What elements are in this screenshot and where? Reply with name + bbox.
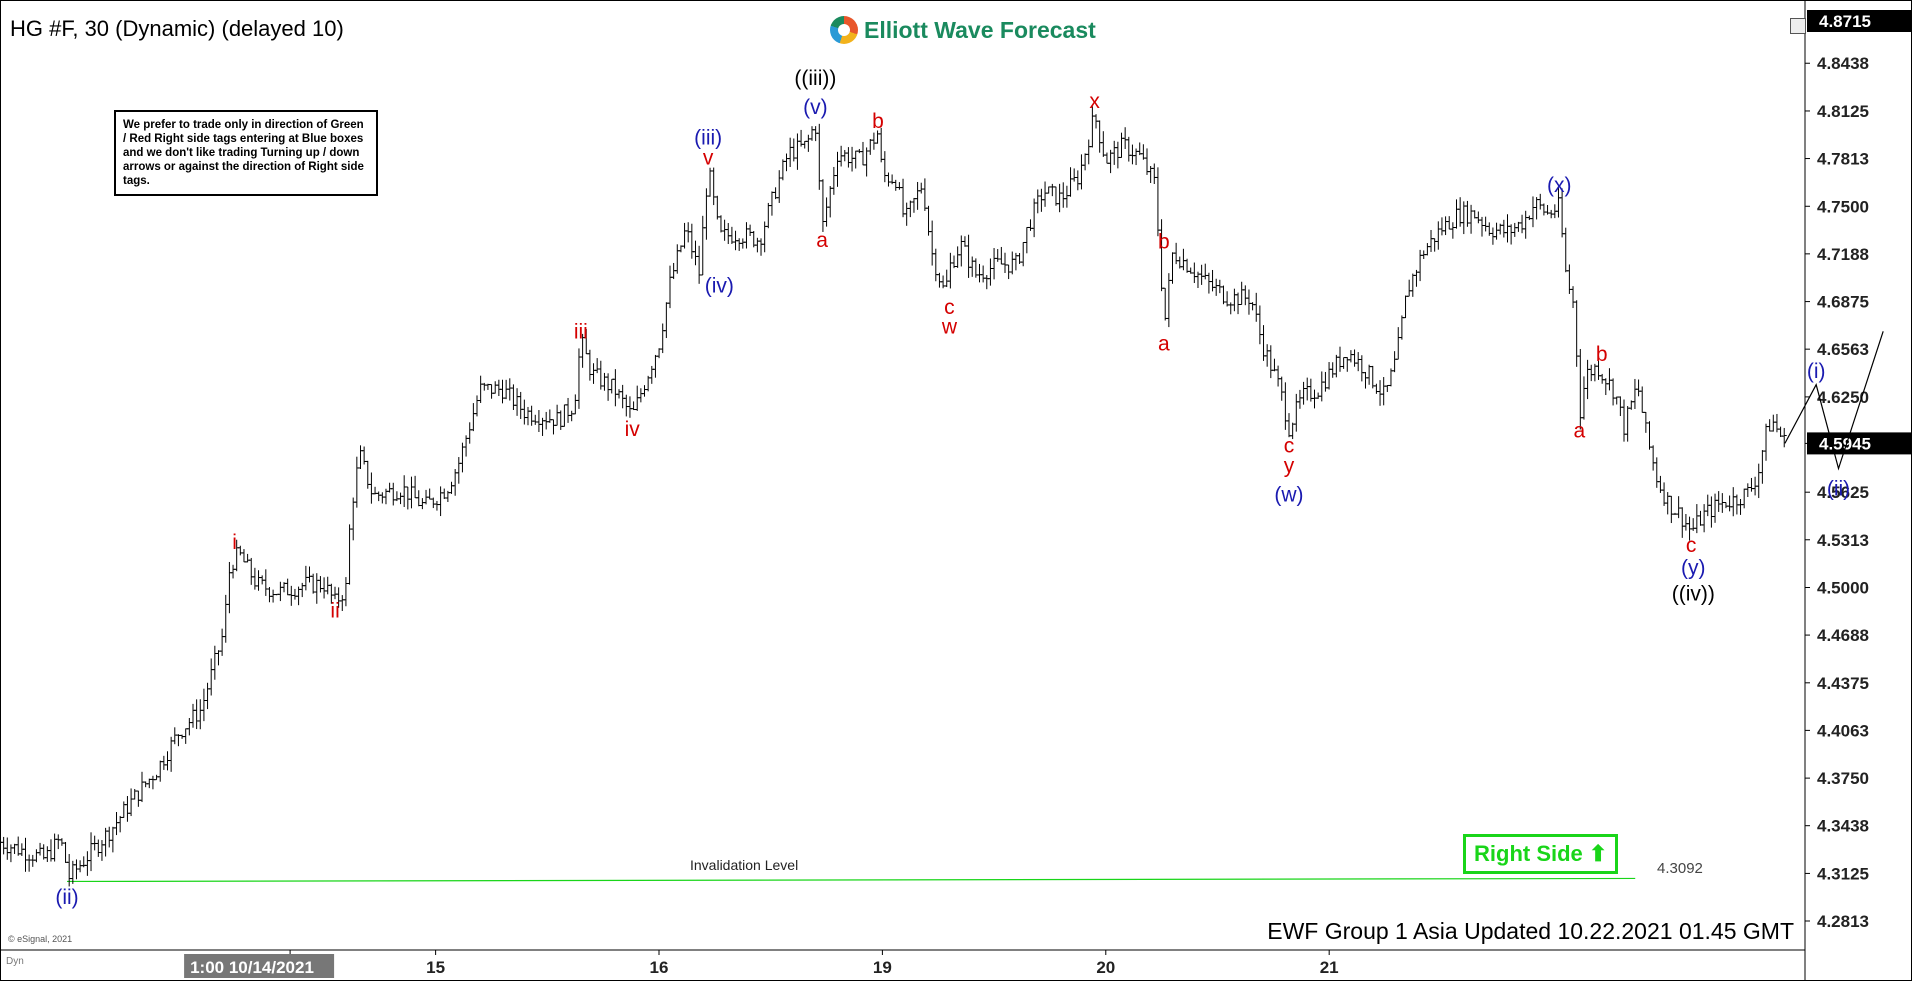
y-tick-label: 4.4063 bbox=[1817, 721, 1869, 740]
logo-icon bbox=[830, 16, 858, 44]
x-tick-label: 21 bbox=[1320, 958, 1339, 977]
x-cursor-badge bbox=[184, 954, 335, 978]
y-tick-label: 4.7813 bbox=[1817, 150, 1869, 169]
y-tick-label: 4.7188 bbox=[1817, 245, 1869, 264]
right-side-label: Right Side bbox=[1474, 841, 1583, 866]
logo: Elliott Wave Forecast bbox=[830, 16, 1096, 44]
wave-label: ((iv)) bbox=[1672, 583, 1715, 606]
x-tick-label: 20 bbox=[1096, 958, 1115, 977]
wave-label: w bbox=[941, 316, 958, 339]
y-tick-label: 4.4375 bbox=[1817, 674, 1869, 693]
invalidation-line bbox=[67, 877, 1636, 883]
current-price-label: 4.5945 bbox=[1819, 434, 1871, 453]
y-tick-label: 4.8125 bbox=[1817, 102, 1869, 121]
wave-label: b bbox=[1158, 230, 1170, 253]
right-side-tag: Right Side ⬆ bbox=[1463, 834, 1619, 874]
wave-label: b bbox=[1596, 343, 1608, 366]
y-tick-label: 4.6563 bbox=[1817, 340, 1869, 359]
y-tick-label: 4.3125 bbox=[1817, 864, 1869, 883]
invalidation-value: 4.3092 bbox=[1657, 860, 1703, 877]
logo-text: Elliott Wave Forecast bbox=[864, 16, 1096, 43]
copyright: © eSignal, 2021 bbox=[8, 934, 73, 944]
y-top-label: 4.8715 bbox=[1819, 12, 1871, 31]
wave-label: (ii) bbox=[1827, 477, 1850, 500]
wave-label: (x) bbox=[1547, 174, 1572, 197]
wave-label: i bbox=[232, 531, 237, 554]
x-tick-label: 16 bbox=[650, 958, 669, 977]
y-tick-label: 4.6250 bbox=[1817, 388, 1869, 407]
wave-label: (v) bbox=[803, 96, 828, 119]
wave-label: (iii) bbox=[694, 127, 722, 150]
wave-label: ii bbox=[330, 599, 339, 622]
wave-label: iii bbox=[574, 320, 588, 343]
wave-label: a bbox=[816, 229, 828, 252]
wave-label: c bbox=[1284, 435, 1295, 458]
wave-label: x bbox=[1089, 90, 1100, 113]
y-tick-label: 4.5000 bbox=[1817, 579, 1869, 598]
wave-label: c bbox=[1686, 534, 1697, 557]
y-top-badge bbox=[1807, 10, 1911, 32]
x-tick-label: 1:00 10/14/2021 bbox=[190, 958, 314, 977]
y-tick-label: 4.2813 bbox=[1817, 912, 1869, 931]
dyn-label: Dyn bbox=[6, 956, 24, 967]
wave-label: (ii) bbox=[55, 886, 78, 909]
wave-label: (iv) bbox=[705, 275, 734, 298]
x-tick-label: 15 bbox=[426, 958, 445, 977]
wave-label: ((iii)) bbox=[794, 67, 836, 90]
wave-label: b bbox=[872, 110, 884, 133]
wave-label: (y) bbox=[1681, 557, 1706, 580]
y-tick-label: 4.6875 bbox=[1817, 293, 1869, 312]
y-tick-label: 4.5313 bbox=[1817, 531, 1869, 550]
x-tick-label: 19 bbox=[873, 958, 892, 977]
wave-label: a bbox=[1574, 419, 1586, 442]
wave-label: iv bbox=[625, 418, 641, 441]
wave-label: y bbox=[1284, 455, 1295, 478]
y-tick-label: 4.3438 bbox=[1817, 817, 1869, 836]
wave-label: v bbox=[703, 146, 714, 169]
chart-title: HG #F, 30 (Dynamic) (delayed 10) bbox=[10, 16, 344, 41]
y-tick-label: 4.3750 bbox=[1817, 769, 1869, 788]
trading-note: We prefer to trade only in direction of … bbox=[114, 110, 378, 196]
projection-path bbox=[1784, 331, 1884, 471]
wave-label: c bbox=[944, 296, 955, 319]
y-tick-label: 4.8438 bbox=[1817, 54, 1869, 73]
wave-label: (w) bbox=[1274, 483, 1303, 506]
wave-label: (i) bbox=[1807, 360, 1826, 383]
wave-label: a bbox=[1158, 333, 1170, 356]
up-arrow-icon: ⬆ bbox=[1588, 841, 1608, 866]
y-tick-label: 4.5625 bbox=[1817, 483, 1869, 502]
y-tick-label: 4.7500 bbox=[1817, 197, 1869, 216]
window-restore-icon[interactable] bbox=[1790, 18, 1806, 34]
y-tick-label: 4.4688 bbox=[1817, 626, 1869, 645]
invalidation-label: Invalidation Level bbox=[690, 857, 799, 873]
updated-text: EWF Group 1 Asia Updated 10.22.2021 01.4… bbox=[1267, 918, 1794, 944]
